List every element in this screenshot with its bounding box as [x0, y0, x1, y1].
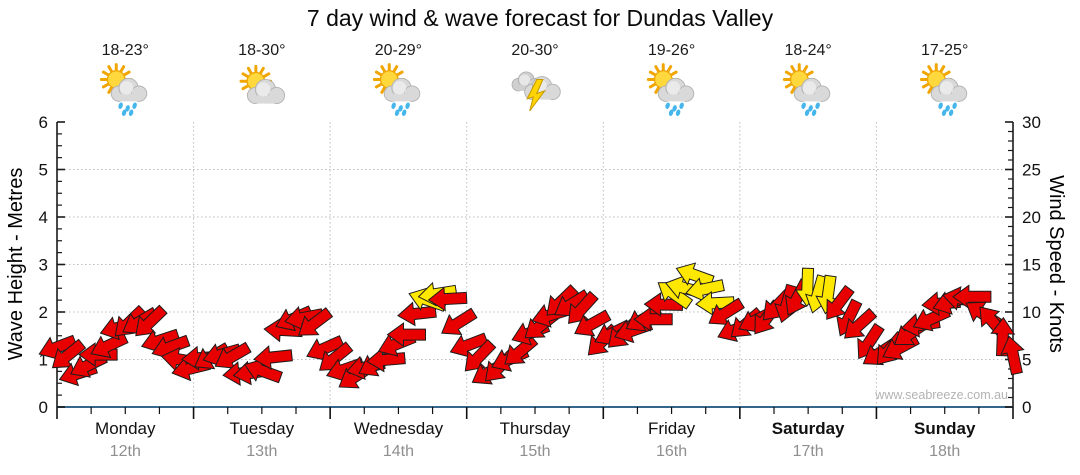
day-name: Tuesday: [229, 419, 295, 438]
wind-arrow: [1000, 335, 1025, 376]
right-tick-label: 10: [1022, 303, 1041, 322]
wind-arrow: [214, 341, 252, 369]
day-date: 15th: [519, 443, 551, 460]
wind-arrow-strong: [685, 277, 725, 302]
wind-arrow: [386, 322, 426, 348]
wind-arrow: [708, 297, 745, 326]
right-tick-label: 15: [1022, 256, 1041, 275]
wind-arrow: [427, 286, 468, 312]
wind-arrow: [844, 307, 878, 339]
wind-arrow-strong: [675, 262, 715, 288]
watermark: www.seabreeze.com.au: [875, 388, 1008, 402]
wind-arrow: [253, 345, 293, 370]
day-name: Wednesday: [353, 419, 444, 438]
chart-title: 7 day wind & wave forecast for Dundas Va…: [306, 5, 774, 31]
wind-arrow: [51, 338, 87, 369]
day-name: Monday: [95, 419, 156, 438]
sun-cloud-rain-icon: [917, 62, 973, 118]
day-date: 12th: [109, 443, 141, 460]
wind-arrow: [568, 290, 599, 325]
right-tick-label: 0: [1022, 398, 1031, 417]
day-temp-range: 18-23°: [101, 42, 149, 59]
day-name: Friday: [647, 419, 696, 438]
day-date: 17th: [792, 443, 824, 460]
day-date: 13th: [246, 443, 278, 460]
right-tick-label: 30: [1022, 113, 1041, 132]
day-date: 14th: [382, 443, 414, 460]
day-temp-range: 20-29°: [374, 42, 423, 59]
day-temp-range: 19-26°: [647, 42, 696, 59]
left-tick-label: 1: [39, 351, 48, 370]
day-temp-range: 17-25°: [921, 42, 969, 59]
wind-arrow: [633, 306, 673, 332]
wind-arrow: [464, 339, 497, 372]
wind-arrow-strong: [695, 290, 735, 316]
sun-cloud-rain-icon: [644, 62, 700, 118]
wind-arrow: [298, 307, 334, 336]
left-tick-label: 4: [39, 208, 48, 227]
sun-cloud-icon: [234, 62, 290, 118]
day-temp-range: 18-30°: [238, 42, 286, 59]
sun-cloud-rain-icon: [780, 62, 836, 118]
wind-arrow: [135, 304, 168, 337]
day-name: Thursday: [499, 419, 571, 438]
wind-arrow: [826, 284, 855, 320]
day-date: 18th: [929, 443, 961, 460]
day-date: 16th: [655, 443, 688, 460]
left-tick-label: 2: [39, 303, 48, 322]
storm-icon: [507, 62, 563, 118]
day-temp-range: 20-30°: [511, 42, 559, 59]
day-name: Saturday: [771, 419, 845, 438]
left-tick-label: 0: [39, 398, 48, 417]
right-tick-label: 25: [1022, 161, 1041, 180]
wind-arrow: [574, 309, 612, 337]
sun-cloud-rain-icon: [370, 62, 426, 118]
wind-arrow: [243, 358, 283, 384]
left-tick-label: 3: [39, 256, 48, 275]
wind-arrow: [441, 307, 478, 336]
right-tick-label: 20: [1022, 208, 1041, 227]
day-temp-range: 18-24°: [784, 42, 832, 59]
right-tick-label: 5: [1022, 351, 1031, 370]
left-tick-label: 6: [39, 113, 48, 132]
left-tick-label: 5: [39, 161, 48, 180]
day-name: Sunday: [914, 419, 976, 438]
sun-cloud-rain-icon: [97, 62, 153, 118]
